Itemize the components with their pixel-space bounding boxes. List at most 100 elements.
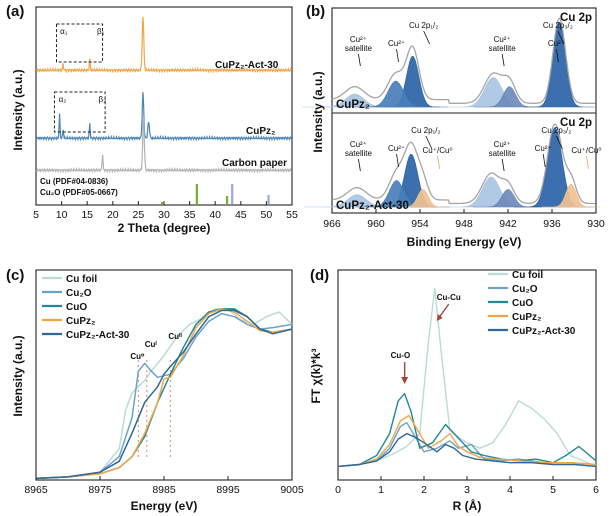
xps-label-arrow [556, 135, 563, 150]
x-tick-label: 35 [184, 209, 196, 221]
legend-label: CuO [512, 298, 533, 309]
xps-peak-label: Cu 2p₁/₂ [411, 126, 440, 135]
legend-label: Cu foil [512, 270, 543, 281]
xanes-annotation: Cu⁰ [130, 352, 145, 361]
panel-c-xlabel: Energy (eV) [131, 499, 198, 513]
xps-peak-label: Cu 2p₃/₂ [543, 21, 573, 30]
xanes-curve-cupz2 [35, 308, 293, 480]
xps-peak-label: Cu⁺/Cu⁰ [423, 146, 453, 155]
panel-a-ylabel: Intensity (a.u.) [11, 69, 25, 150]
x-tick-label: 936 [543, 218, 561, 230]
series-label-cupz2-act30: CuPz₂-Act-30 [215, 60, 279, 71]
xps-label-arrow [556, 48, 559, 63]
xps-label-arrow [501, 158, 505, 172]
x-tick-label: 3 [464, 484, 470, 496]
panel-b-ylabel: Intensity (a.u.) [311, 71, 325, 152]
reference-stick [231, 184, 234, 204]
x-tick-label: 8985 [152, 484, 176, 496]
series-label-carbon-paper: Carbon paper [222, 158, 287, 169]
xps-peak-label: Cu²⁺ [388, 144, 405, 153]
xanes-annotation: Cuᴵᴵ [168, 332, 182, 341]
xrd-curve-carbon-paper [35, 118, 292, 174]
x-tick-label: 6 [593, 484, 599, 496]
x-tick-label: 15 [81, 209, 93, 221]
panel-d-xlabel: R (Å) [453, 498, 482, 513]
x-tick-label: 2 [421, 484, 427, 496]
panel-a-frame [35, 6, 293, 206]
x-tick-label: 10 [56, 209, 68, 221]
legend-label: Cu foil [66, 274, 97, 285]
exafs-annotation-arrow [438, 303, 450, 319]
xps-label-arrow [425, 135, 433, 150]
xps-peak-sublabel: satellite [345, 149, 373, 158]
xrd-curve-cupz2-act-30 [35, 16, 293, 74]
ref-label-cu2o: Cu₂O (PDF#05-0667) [40, 188, 118, 197]
panel-a-xrd: 5 10 15 20 25 30 35 40 45 50 55 2 Theta (degree) I… [11, 6, 298, 235]
panel-d-ylabel: FT χ(k)*k³ [309, 349, 323, 404]
panel-d-exafs: Cu foil Cu₂O CuO CuPz₂ CuPz₂-Act-30 Cu-Cu Cu-… [309, 269, 599, 513]
x-tick-label: 966 [323, 218, 341, 230]
exafs-annotation-arrowhead [401, 377, 409, 384]
exafs-curve-cupz2 [337, 414, 597, 468]
x-tick-label: 5 [33, 209, 39, 221]
xrd-annotation: α₁ [60, 27, 68, 36]
x-tick-label: 8975 [88, 484, 112, 496]
legend-label: Cu₂O [512, 284, 538, 295]
exafs-annotation-cu-o: Cu-O [391, 351, 411, 360]
legend-label: CuPz₂ [66, 316, 95, 327]
xps-component-peak [513, 127, 596, 208]
x-tick-label: 50 [261, 209, 273, 221]
xanes-curve-cupz2-act-30 [35, 309, 293, 480]
legend-label: CuPz₂ [512, 312, 541, 323]
x-tick-label: 40 [209, 209, 221, 221]
xps-label-arrow [437, 155, 440, 170]
exafs-curve-cu-o [337, 422, 597, 468]
panel-label-d: (d) [310, 267, 329, 284]
x-tick-label: 960 [367, 218, 385, 230]
panel-b-sample-act30: CuPz₂-Act-30 [336, 200, 409, 212]
xps-envelope [331, 17, 596, 104]
exafs-curve-cupz2-act-30 [337, 432, 597, 468]
x-tick-label: 930 [587, 218, 605, 230]
xps-label-arrow [358, 53, 361, 67]
xanes-annotation: Cuᴵ [145, 340, 158, 349]
xps-label-arrow [501, 53, 505, 67]
x-tick-label: 5 [550, 484, 556, 496]
xrd-curve-cupz2 [35, 92, 292, 142]
xps-label-arrow [557, 30, 565, 45]
ref-label-cu: Cu (PDF#04-0836) [40, 177, 108, 186]
xps-component-peak [524, 21, 595, 108]
legend-label: CuPz₂-Act-30 [512, 326, 576, 337]
xps-peak-label: Cu²⁺ [350, 35, 367, 44]
x-tick-label: 20 [107, 209, 119, 221]
xps-label-arrow [423, 30, 431, 45]
x-tick-label: 942 [499, 218, 517, 230]
panel-b-sample-cupz2: CuPz₂ [336, 99, 370, 111]
xps-label-arrow [358, 158, 361, 172]
dashed-box-1 [55, 23, 104, 63]
exafs-annotation-cu-cu: Cu-Cu [437, 293, 461, 302]
xps-label-arrow [396, 48, 399, 63]
x-tick-label: 9005 [280, 484, 304, 496]
reference-stick [195, 184, 198, 204]
x-tick-label: 948 [455, 218, 473, 230]
xps-envelope [331, 123, 596, 205]
xps-label-arrow [396, 153, 399, 168]
xps-label-arrow [586, 155, 589, 170]
x-tick-label: 45 [235, 209, 247, 221]
reference-stick [225, 196, 229, 204]
panel-a-xlabel: 2 Theta (degree) [118, 221, 211, 235]
xps-peak-label: Cu⁺/Cu⁰ [571, 146, 601, 155]
xrd-annotation: β₁ [97, 27, 105, 36]
panel-b-title-bottom: Cu 2p [560, 117, 592, 129]
x-tick-label: 8965 [24, 484, 48, 496]
panel-d-frame [337, 269, 597, 481]
xps-peak-label: Cu 2p₁/₂ [409, 21, 438, 30]
xps-peak-label: Cu²⁺ [494, 35, 511, 44]
x-tick-label: 954 [411, 218, 429, 230]
xps-peak-label: Cu²⁺ [388, 39, 405, 48]
xps-component-peak [351, 80, 440, 108]
x-tick-label: 25 [133, 209, 145, 221]
